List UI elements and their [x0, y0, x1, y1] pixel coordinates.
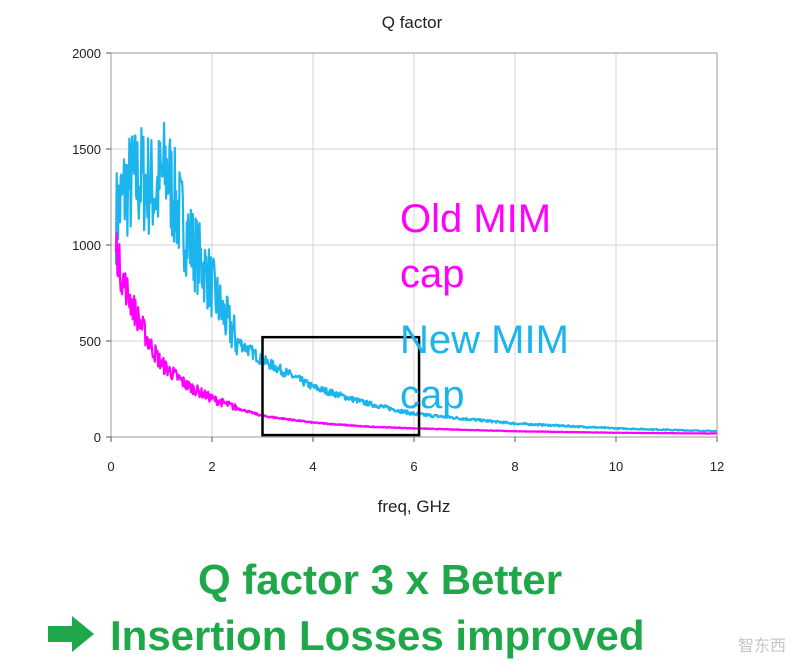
- headline-insertion-losses: Insertion Losses improved: [48, 612, 800, 660]
- x-tick-label: 4: [309, 459, 316, 474]
- legend-new-line1: New MIM: [400, 318, 569, 362]
- watermark: 智东西: [737, 636, 786, 655]
- x-tick-label: 2: [208, 459, 215, 474]
- x-axis-ticks: 0 2 4 6 8 10 12: [107, 437, 724, 474]
- headline-insertion-text: Insertion Losses improved: [110, 612, 645, 659]
- y-axis-ticks: 0 500 1000 1500 2000: [72, 46, 111, 445]
- y-tick-label: 1500: [72, 142, 101, 157]
- y-tick-label: 500: [79, 334, 101, 349]
- x-tick-label: 6: [410, 459, 417, 474]
- x-tick-label: 0: [107, 459, 114, 474]
- legend-old-line2: cap: [400, 252, 465, 296]
- q-factor-chart: Q factor 0 2 4 6 8 10 12 0 500 1000 1500 2000 freq…: [72, 13, 724, 516]
- highlight-box: [261, 335, 421, 437]
- y-tick-label: 2000: [72, 46, 101, 61]
- legend-old-line1: Old MIM: [400, 197, 551, 241]
- x-tick-label: 10: [609, 459, 623, 474]
- headline-q-factor: Q factor 3 x Better: [197, 556, 563, 603]
- legend-new-line2: cap: [400, 373, 465, 417]
- y-tick-label: 1000: [72, 238, 101, 253]
- series-line-new-mim-cap: [114, 121, 718, 433]
- x-axis-title: freq, GHz: [378, 497, 451, 516]
- chart-title: Q factor: [382, 13, 443, 32]
- x-tick-label: 12: [710, 459, 724, 474]
- right-arrow-icon: [48, 612, 100, 660]
- x-tick-label: 8: [511, 459, 518, 474]
- series-line-old-mim-cap: [114, 231, 718, 435]
- annotation-layer: [261, 335, 421, 437]
- series-layer: [114, 121, 718, 435]
- y-tick-label: 0: [94, 430, 101, 445]
